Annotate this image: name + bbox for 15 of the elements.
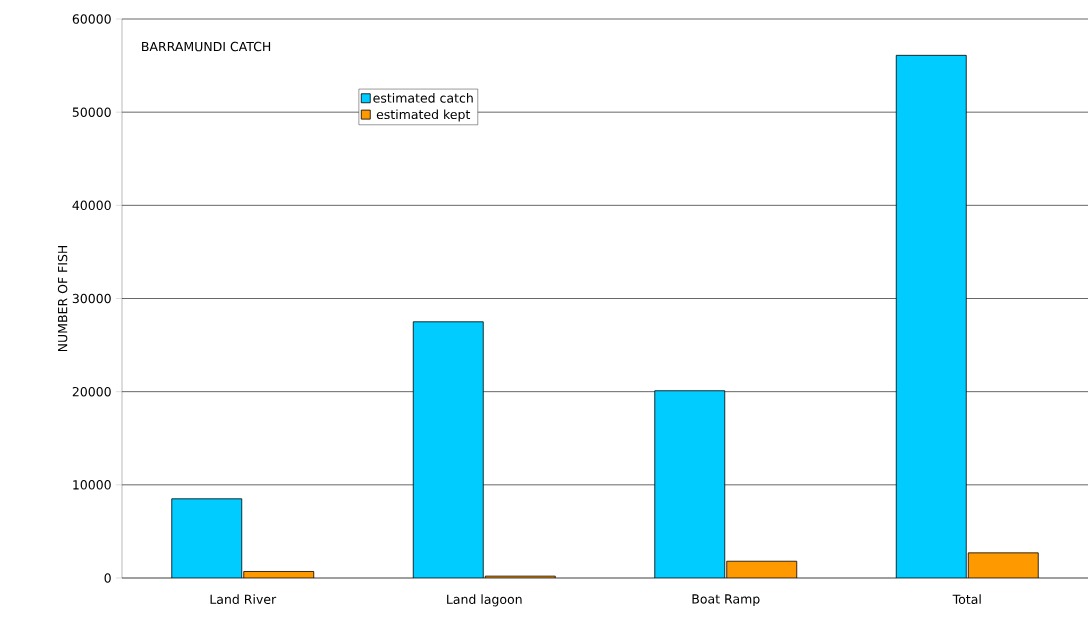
legend-label: estimated kept xyxy=(376,109,471,122)
legend-label: estimated catch xyxy=(373,93,473,103)
y-axis-title: NUMBER OF FISH xyxy=(57,245,68,352)
x-tick-label: Land lagoon xyxy=(447,594,522,607)
x-tick-label: Land River xyxy=(210,594,277,605)
y-tick-label: 0 xyxy=(104,573,111,583)
y-tick-label: 40000 xyxy=(72,200,111,211)
y-tick-label: 60000 xyxy=(72,14,111,24)
y-tick-label: 50000 xyxy=(72,107,111,117)
x-tick-label: Total xyxy=(952,594,981,605)
y-tick-label: 30000 xyxy=(72,293,111,304)
y-tick-label: 10000 xyxy=(73,480,111,490)
text: BARRAMUNDI CATCH xyxy=(142,41,271,52)
x-tick-label: Boat Ramp xyxy=(692,594,760,607)
y-tick-label: 20000 xyxy=(72,386,111,397)
